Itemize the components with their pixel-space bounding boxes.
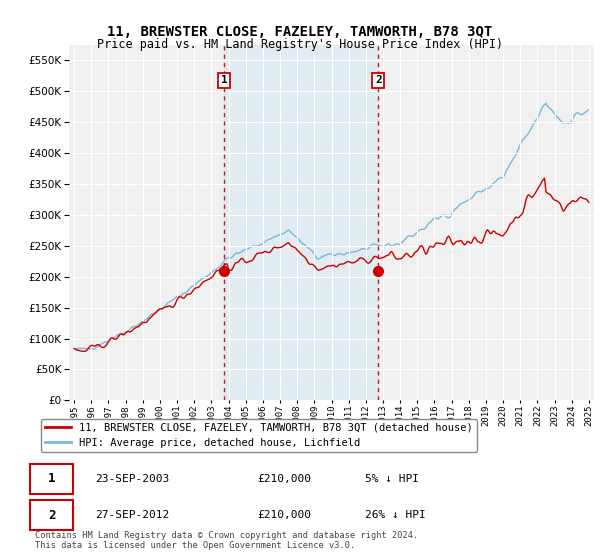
FancyBboxPatch shape bbox=[30, 464, 73, 494]
Bar bbox=[224, 45, 379, 400]
Text: Price paid vs. HM Land Registry's House Price Index (HPI): Price paid vs. HM Land Registry's House … bbox=[97, 38, 503, 51]
Text: 27-SEP-2012: 27-SEP-2012 bbox=[95, 510, 169, 520]
Text: 11, BREWSTER CLOSE, FAZELEY, TAMWORTH, B78 3QT: 11, BREWSTER CLOSE, FAZELEY, TAMWORTH, B… bbox=[107, 25, 493, 39]
FancyBboxPatch shape bbox=[30, 500, 73, 530]
Text: 1: 1 bbox=[221, 76, 227, 85]
Text: 26% ↓ HPI: 26% ↓ HPI bbox=[365, 510, 425, 520]
Text: Contains HM Land Registry data © Crown copyright and database right 2024.
This d: Contains HM Land Registry data © Crown c… bbox=[35, 531, 419, 550]
Legend: 11, BREWSTER CLOSE, FAZELEY, TAMWORTH, B78 3QT (detached house), HPI: Average pr: 11, BREWSTER CLOSE, FAZELEY, TAMWORTH, B… bbox=[41, 419, 477, 452]
Text: 2: 2 bbox=[375, 76, 382, 85]
Text: 2: 2 bbox=[48, 508, 55, 521]
Text: 1: 1 bbox=[48, 473, 55, 486]
Text: 23-SEP-2003: 23-SEP-2003 bbox=[95, 474, 169, 484]
Text: 5% ↓ HPI: 5% ↓ HPI bbox=[365, 474, 419, 484]
Text: £210,000: £210,000 bbox=[257, 474, 311, 484]
Text: £210,000: £210,000 bbox=[257, 510, 311, 520]
